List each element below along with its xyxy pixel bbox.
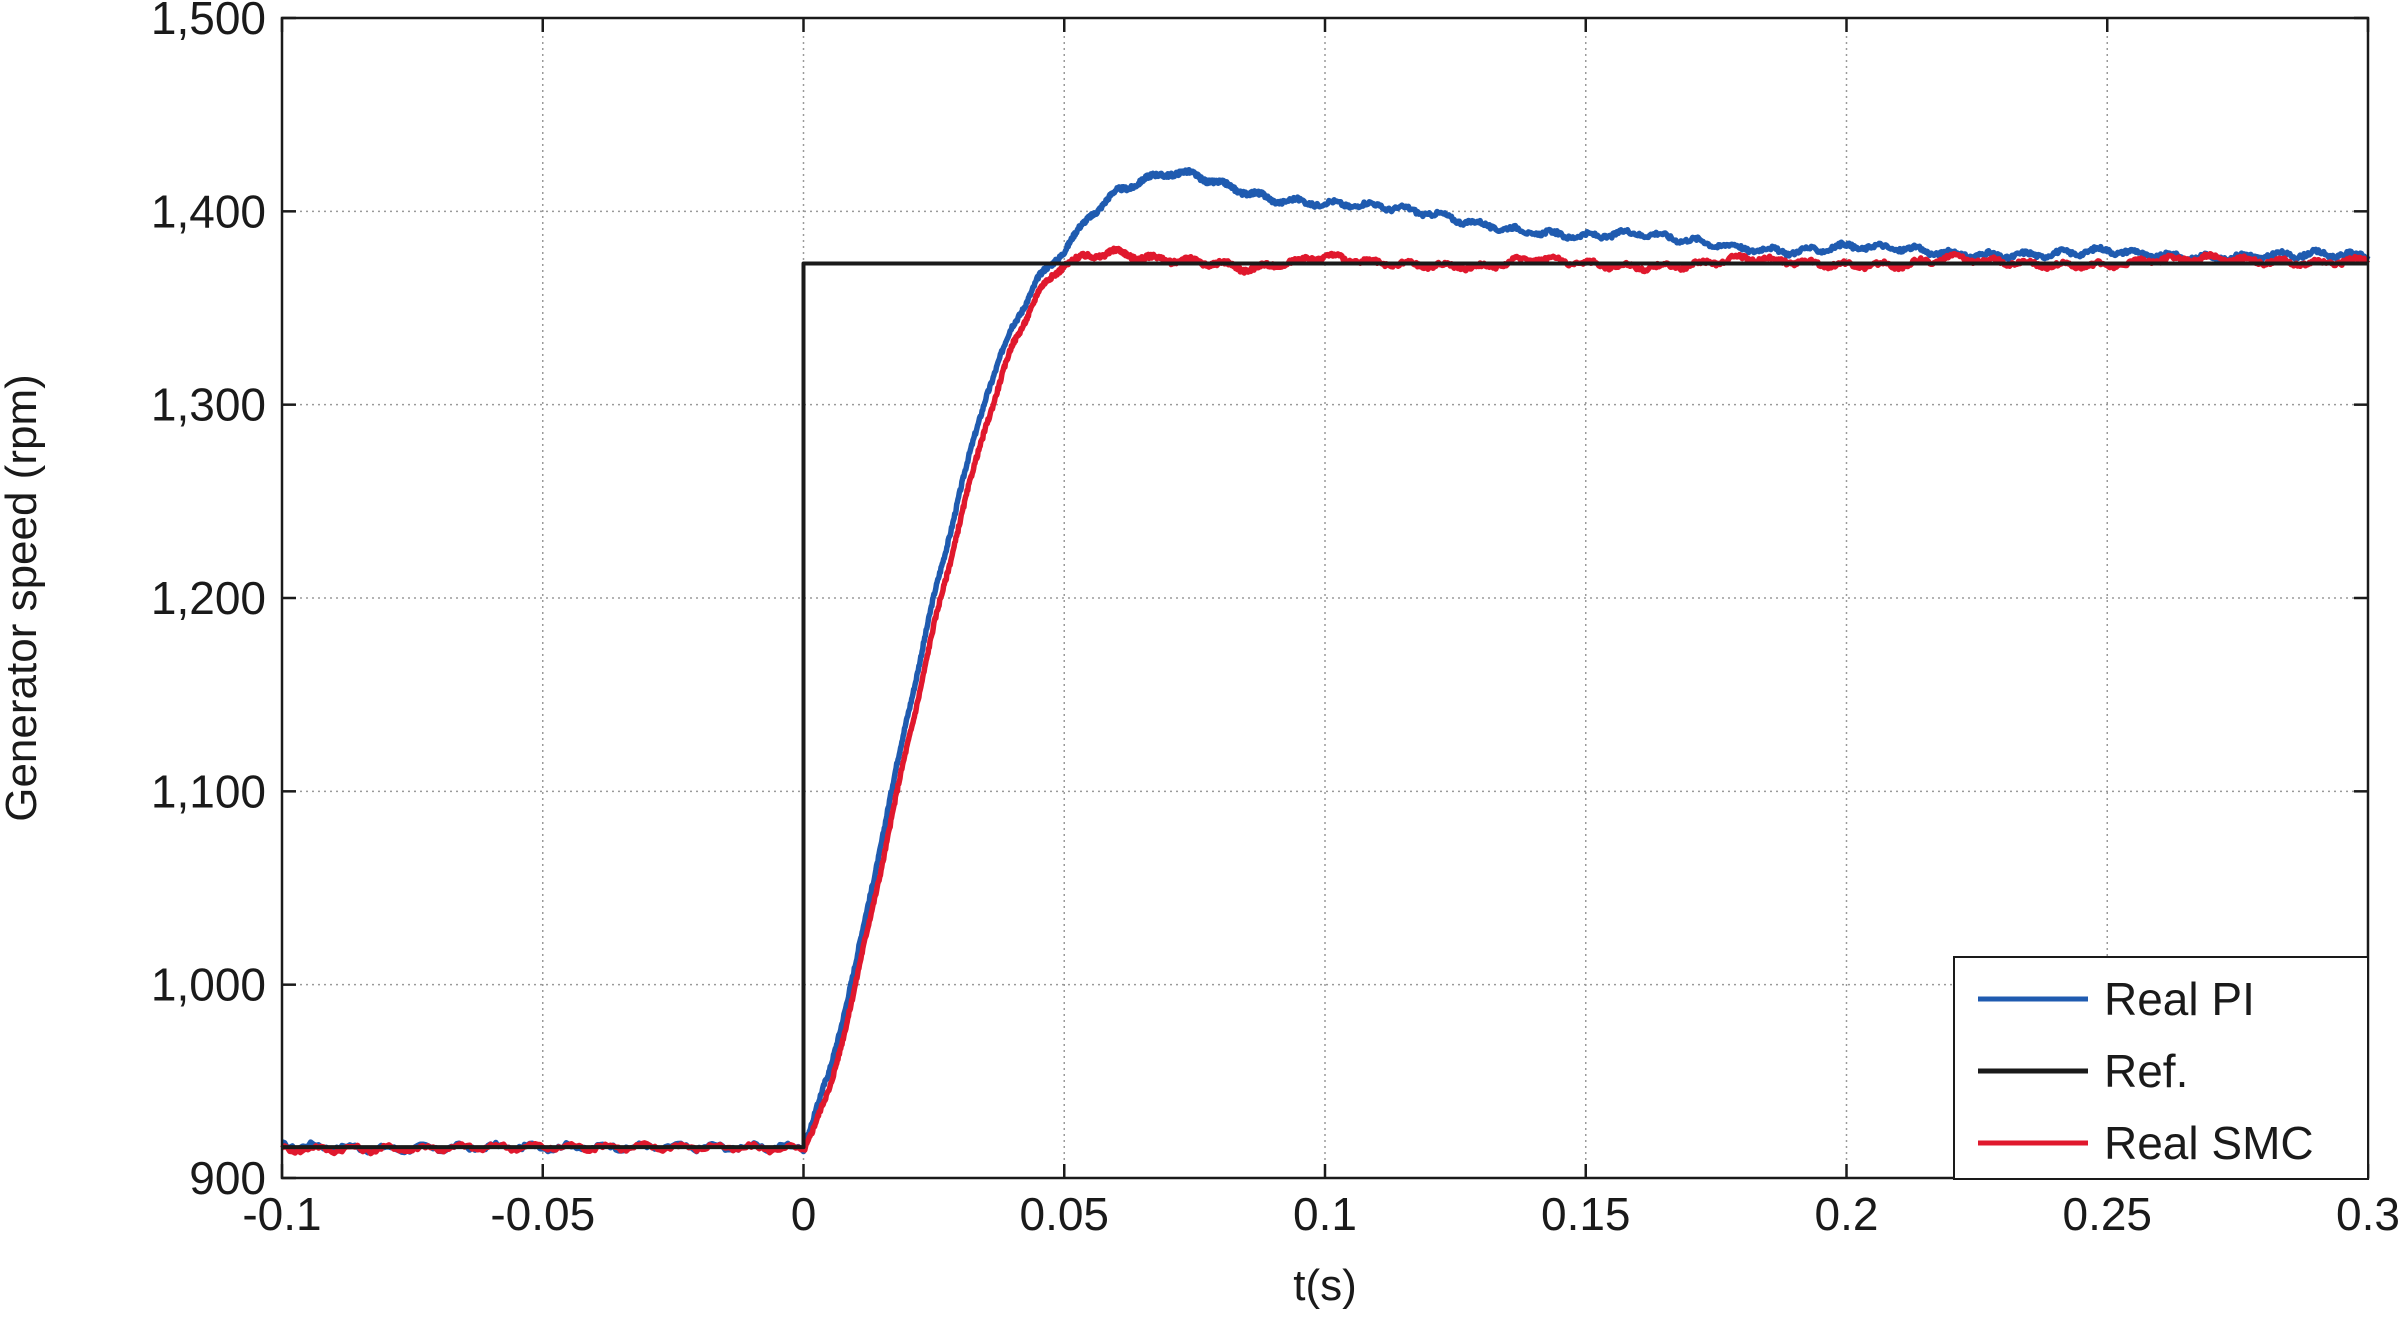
legend-label-real-smc: Real SMC	[2104, 1117, 2314, 1169]
y-tick-label: 1,100	[151, 765, 266, 817]
legend-label-real-pi: Real PI	[2104, 973, 2255, 1025]
series-line-real-pi	[281, 166, 2371, 1156]
x-axis-label: t(s)	[1293, 1261, 1357, 1310]
y-tick-label: 1,000	[151, 959, 266, 1011]
series-line-ref	[282, 261, 2368, 1150]
x-tick-label: 0.3	[2336, 1188, 2400, 1240]
y-tick-label: 1,400	[151, 185, 266, 237]
x-tick-label: 0.15	[1541, 1188, 1631, 1240]
label-layer: t(s) Generator speed (rpm)	[0, 374, 1357, 1310]
series-layer	[280, 166, 2371, 1157]
legend: Real PI Ref. Real SMC	[1953, 956, 2369, 1180]
legend-label-ref: Ref.	[2104, 1045, 2188, 1097]
y-tick-label: 1,300	[151, 379, 266, 431]
tick-layer: -0.1 -0.05 0 0.05 0.1 0.15 0.2 0.25 0.3 900 1,000 1…	[151, 0, 2400, 1240]
x-tick-label: 0.2	[1815, 1188, 1879, 1240]
y-axis-label: Generator speed (rpm)	[0, 374, 46, 822]
series-line-real-smc	[280, 245, 2371, 1157]
y-tick-label: 900	[189, 1152, 266, 1204]
x-tick-label: 0.05	[1019, 1188, 1109, 1240]
x-tick-label: -0.05	[490, 1188, 595, 1240]
x-tick-label: 0.25	[2062, 1188, 2152, 1240]
x-tick-label: -0.1	[242, 1188, 321, 1240]
y-tick-label: 1,200	[151, 572, 266, 624]
x-tick-label: 0	[791, 1188, 817, 1240]
y-tick-label: 1,500	[151, 0, 266, 44]
x-tick-label: 0.1	[1293, 1188, 1357, 1240]
